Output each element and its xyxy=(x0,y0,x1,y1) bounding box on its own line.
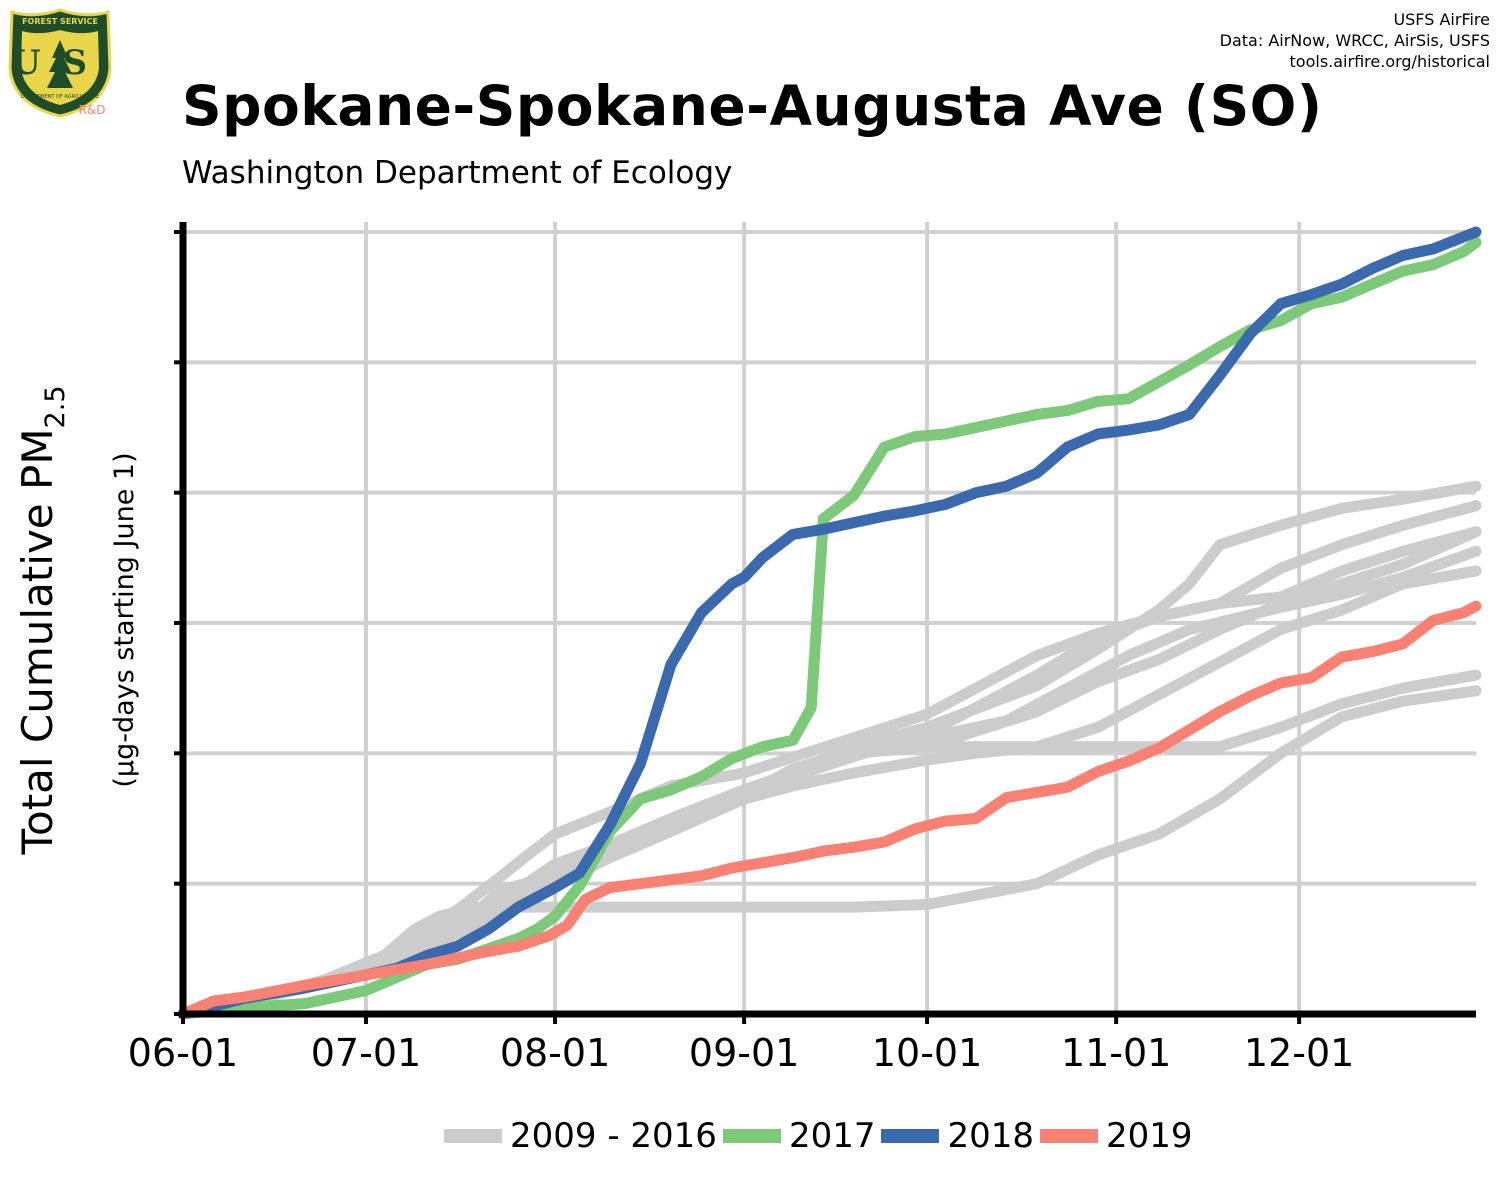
x-tick-label: 07-01 xyxy=(311,1031,421,1075)
legend-label: 2017 xyxy=(788,1116,876,1156)
credit-line: tools.airfire.org/historical xyxy=(1289,52,1490,71)
series-line-historic xyxy=(177,565,1482,1020)
legend-label: 2019 xyxy=(1106,1116,1193,1156)
credit-line: USFS AirFire xyxy=(1393,10,1490,29)
usfs-logo: FOREST SERVICE US DEPARTMENT OF AGRICULT… xyxy=(8,8,112,118)
x-tick-label: 12-01 xyxy=(1244,1031,1354,1075)
axes: 06-01 07-01 08-01 09-01 10-01 11-01 12-01 xyxy=(128,222,1476,1075)
legend: 2009 - 2016 2017 2018 2019 xyxy=(444,1114,1199,1158)
credits-block: USFS AirFire Data: AirNow, WRCC, AirSis,… xyxy=(1220,9,1490,72)
x-tick-label: 06-01 xyxy=(128,1031,238,1075)
series-line-2018 xyxy=(177,226,1482,1020)
legend-swatch-2018 xyxy=(881,1129,940,1143)
tree-icon xyxy=(47,40,73,88)
x-tick-label: 08-01 xyxy=(500,1031,610,1075)
credit-line: Data: AirNow, WRCC, AirSis, USFS xyxy=(1219,31,1490,50)
x-tick-label: 09-01 xyxy=(689,1031,799,1075)
y-axis-sublabel-group: (µg-days starting June 1) xyxy=(109,452,140,787)
legend-item-2017: 2017 xyxy=(722,1116,876,1156)
legend-label: 2009 - 2016 xyxy=(510,1116,717,1156)
series-line-historic xyxy=(177,480,1482,1020)
series-line-historic xyxy=(177,685,1482,1020)
x-tick-label: 11-01 xyxy=(1061,1031,1171,1075)
highlight-lines xyxy=(177,226,1482,1020)
logo-top-text: FOREST SERVICE xyxy=(22,17,98,26)
historic-lines xyxy=(177,480,1482,1020)
chart-title: Spokane-Spokane-Augusta Ave (SO) xyxy=(182,74,1323,138)
logo-letters: US xyxy=(11,43,109,83)
legend-item-historic: 2009 - 2016 xyxy=(444,1116,717,1156)
x-tick-label: 10-01 xyxy=(872,1031,982,1075)
y-axis-title-main: Total Cumulative PM xyxy=(13,428,62,855)
y-axis-title: Total Cumulative PM2.5 xyxy=(13,385,71,855)
legend-item-2019: 2019 xyxy=(1040,1116,1193,1156)
legend-swatch-historic xyxy=(444,1129,502,1143)
legend-swatch-2017 xyxy=(722,1129,781,1143)
y-axis-title-subscript: 2.5 xyxy=(40,385,71,428)
legend-item-2018: 2018 xyxy=(881,1116,1034,1156)
y-axis-label: Total Cumulative PM2.5 xyxy=(13,385,71,855)
grid-layer xyxy=(183,222,1476,1014)
series-line-2019 xyxy=(177,600,1482,1020)
logo-bottom-text: DEPARTMENT OF AGRICULTURE xyxy=(21,94,99,100)
chart-subtitle: Washington Department of Ecology xyxy=(182,155,733,191)
legend-label: 2018 xyxy=(947,1116,1035,1156)
y-axis-sublabel: (µg-days starting June 1) xyxy=(109,452,140,787)
logo-rd-tag: R&D xyxy=(79,103,106,117)
legend-swatch-2019 xyxy=(1040,1129,1099,1143)
